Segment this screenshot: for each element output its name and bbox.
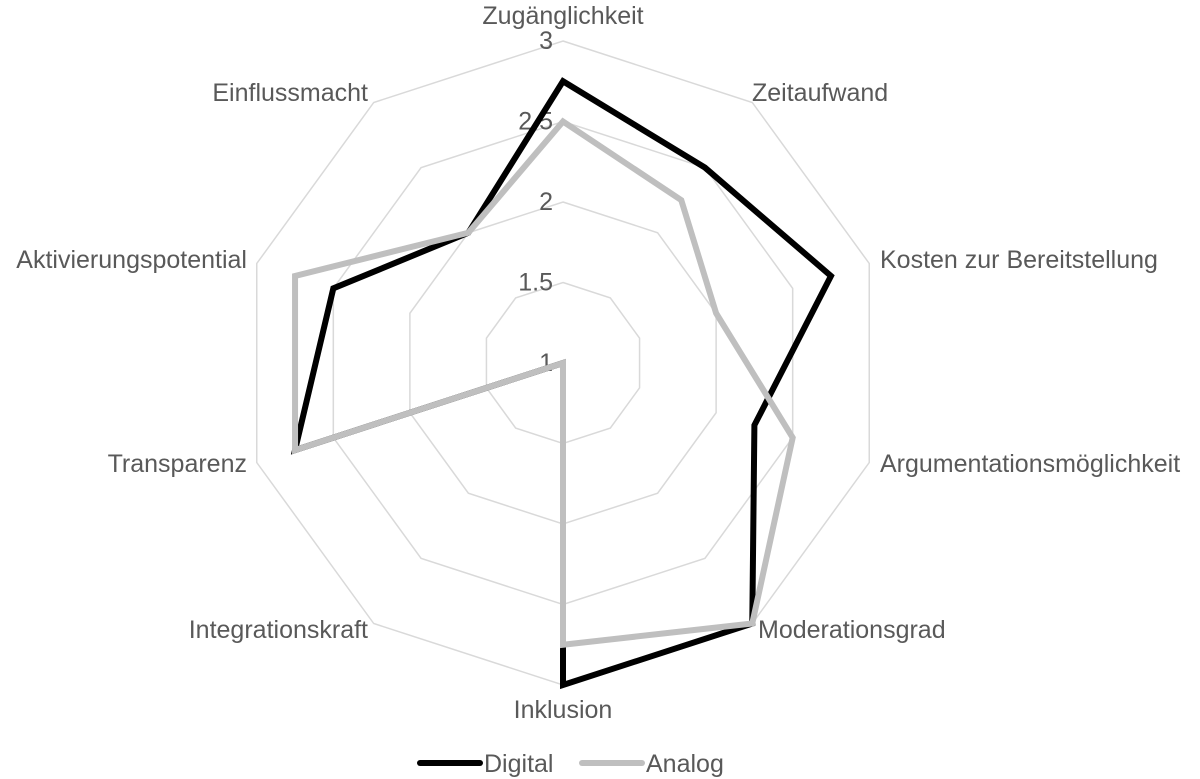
tick-label: 2: [539, 188, 553, 216]
axis-label: Transparenz: [108, 450, 247, 478]
tick-label: 3: [539, 27, 553, 55]
legend-item-digital[interactable]: Digital: [417, 750, 553, 778]
data-series: [290, 77, 835, 690]
series-digital: [290, 77, 835, 690]
axis-label: Inklusion: [514, 696, 613, 724]
axis-label: Kosten zur Bereitstellung: [880, 246, 1158, 274]
axis-label: Argumentationsmöglichkeit: [880, 450, 1180, 478]
radial-tick-labels: 11.522.53: [518, 27, 553, 377]
axis-label: Moderationsgrad: [758, 616, 946, 644]
axis-labels: Zugänglichkeit Zeitaufwand Kosten zur Bere…: [16, 2, 1180, 724]
axis-label: Zugänglichkeit: [482, 2, 643, 30]
axis-label: Einflussmacht: [212, 79, 368, 107]
legend-item-analog[interactable]: Analog: [579, 750, 724, 778]
tick-label: 1.5: [518, 269, 553, 297]
legend: Digital Analog: [417, 750, 724, 778]
axis-label: Aktivierungspotential: [16, 246, 247, 274]
series-analog: [292, 117, 796, 649]
axis-label: Zeitaufwand: [752, 79, 888, 107]
legend-label-analog: Analog: [646, 750, 724, 778]
axis-label: Integrationskraft: [189, 616, 368, 644]
legend-label-digital: Digital: [484, 750, 553, 778]
